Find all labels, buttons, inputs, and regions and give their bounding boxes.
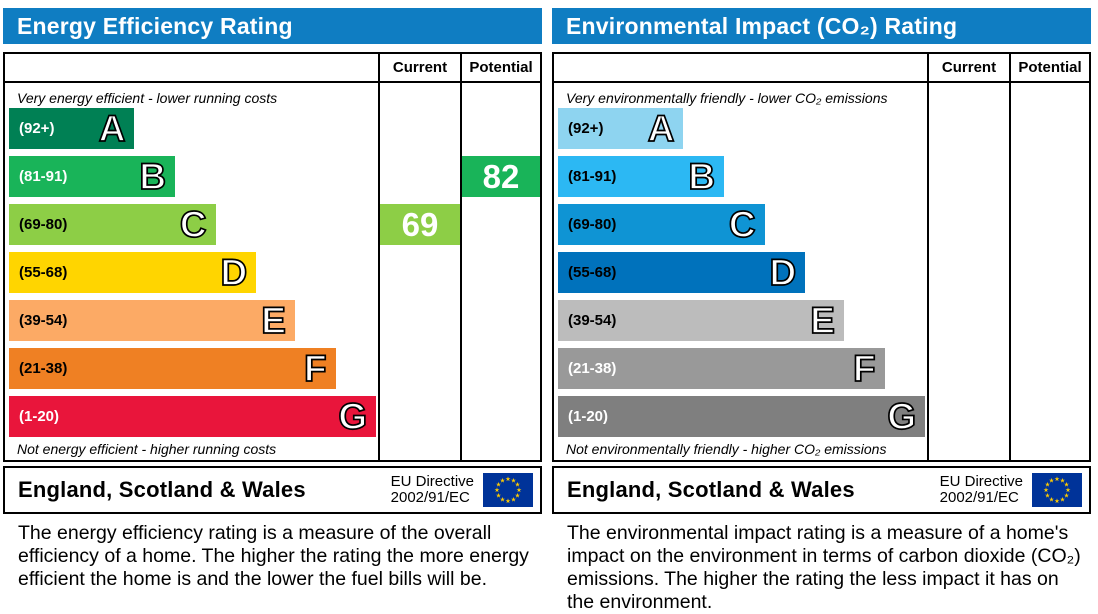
band-c: (69-80) C: [9, 204, 216, 245]
panel-energy-efficiency: Energy Efficiency Rating Current Potenti…: [3, 8, 542, 614]
eu-flag-icon: [1032, 473, 1082, 507]
band-letter: B: [687, 156, 716, 197]
band-letter: A: [647, 108, 675, 149]
band-range-label: (39-54): [568, 312, 617, 329]
band-c: (69-80) C: [558, 204, 765, 245]
rating-bands: (92+) A (81-91) B (69-80) C (55-68) D (39-54) E (2…: [558, 108, 927, 437]
chart-title: Energy Efficiency Rating: [17, 12, 293, 39]
band-letter: D: [769, 252, 797, 293]
band-range-label: (55-68): [568, 264, 617, 281]
eu-directive-line2: 2002/91/EC: [390, 489, 470, 506]
eu-directive-line1: EU Directive: [390, 472, 474, 490]
band-letter: E: [260, 300, 286, 341]
current-column-header: Current: [927, 54, 1009, 81]
band-range-label: (81-91): [568, 168, 617, 185]
panel-environmental-impact: Environmental Impact (CO₂) Rating Curren…: [552, 8, 1091, 614]
band-d: (55-68) D: [9, 252, 257, 293]
band-d: (55-68) D: [558, 252, 806, 293]
band-range-label: (69-80): [19, 216, 68, 233]
table-body: Very environmentally friendly - lower CO…: [554, 83, 1089, 460]
band-range-label: (69-80): [568, 216, 617, 233]
rating-table: Current Potential Very environmentally f…: [552, 52, 1091, 462]
band-range-label: (92+): [19, 120, 55, 137]
band-range-label: (39-54): [19, 312, 68, 329]
band-letter: E: [809, 300, 835, 341]
chart-description: The environmental impact rating is a mea…: [567, 522, 1081, 613]
band-letter: G: [887, 396, 917, 437]
band-range-label: (92+): [568, 120, 604, 137]
current-column-header: Current: [378, 54, 460, 81]
band-range-label: (21-38): [568, 360, 617, 377]
chart-description: The energy efficiency rating is a measur…: [18, 522, 529, 590]
region-label: England, Scotland & Wales: [18, 477, 306, 502]
table-header-row: Current Potential: [554, 54, 1089, 83]
table-header-row: Current Potential: [5, 54, 540, 83]
bottom-caption: Not energy efficient - higher running co…: [17, 440, 277, 457]
band-b: (81-91) B: [9, 156, 176, 197]
band-letter: C: [179, 204, 207, 245]
potential-column: 82: [460, 83, 540, 460]
band-letter: B: [138, 156, 167, 197]
band-range-label: (1-20): [19, 408, 60, 425]
band-range-label: (55-68): [19, 264, 68, 281]
corner-cell: [554, 54, 927, 81]
band-letter: F: [303, 348, 327, 389]
band-g: (1-20) G: [9, 396, 377, 437]
eu-directive-label: EU Directive 2002/91/EC: [390, 472, 483, 506]
rating-bands: (92+) A (81-91) B (69-80) C (55-68) D (39-54) E (2…: [9, 108, 378, 437]
band-f: (21-38) F: [558, 348, 885, 389]
table-body: Very energy efficient - lower running co…: [5, 83, 540, 460]
eu-directive-label: EU Directive 2002/91/EC: [939, 472, 1032, 506]
eu-directive-line2: 2002/91/EC: [939, 489, 1019, 506]
band-e: (39-54) E: [558, 300, 844, 341]
chart-title: Environmental Impact (CO₂) Rating: [566, 12, 958, 39]
band-letter: D: [220, 252, 248, 293]
band-letter: G: [338, 396, 368, 437]
region-footer: England, Scotland & Wales EU Directive 2…: [552, 466, 1091, 514]
bands-area: Very environmentally friendly - lower CO…: [554, 83, 927, 460]
eu-directive-line1: EU Directive: [939, 472, 1023, 490]
rating-table: Current Potential Very energy efficient …: [3, 52, 542, 462]
band-a: (92+) A: [558, 108, 684, 149]
band-letter: F: [852, 348, 876, 389]
region-footer: England, Scotland & Wales EU Directive 2…: [3, 466, 542, 514]
potential-column-header: Potential: [1009, 54, 1089, 81]
corner-cell: [5, 54, 378, 81]
band-letter: C: [728, 204, 756, 245]
current-column: [927, 83, 1009, 460]
current-rating-marker: 69: [380, 204, 460, 245]
band-f: (21-38) F: [9, 348, 336, 389]
top-caption: Very environmentally friendly - lower CO…: [566, 89, 888, 106]
current-column: 69: [378, 83, 460, 460]
potential-column-header: Potential: [460, 54, 540, 81]
band-e: (39-54) E: [9, 300, 295, 341]
energy-title-bar: Energy Efficiency Rating: [3, 8, 542, 44]
band-range-label: (81-91): [19, 168, 68, 185]
potential-column: [1009, 83, 1089, 460]
band-b: (81-91) B: [558, 156, 725, 197]
band-letter: A: [98, 108, 126, 149]
potential-rating-marker: 82: [462, 156, 540, 197]
bands-area: Very energy efficient - lower running co…: [5, 83, 378, 460]
top-caption: Very energy efficient - lower running co…: [17, 89, 278, 106]
band-g: (1-20) G: [558, 396, 926, 437]
band-a: (92+) A: [9, 108, 135, 149]
region-label: England, Scotland & Wales: [567, 477, 855, 502]
environmental-title-bar: Environmental Impact (CO₂) Rating: [552, 8, 1091, 44]
band-range-label: (21-38): [19, 360, 68, 377]
eu-flag-icon: [483, 473, 533, 507]
band-range-label: (1-20): [568, 408, 609, 425]
bottom-caption: Not environmentally friendly - higher CO…: [566, 440, 887, 457]
